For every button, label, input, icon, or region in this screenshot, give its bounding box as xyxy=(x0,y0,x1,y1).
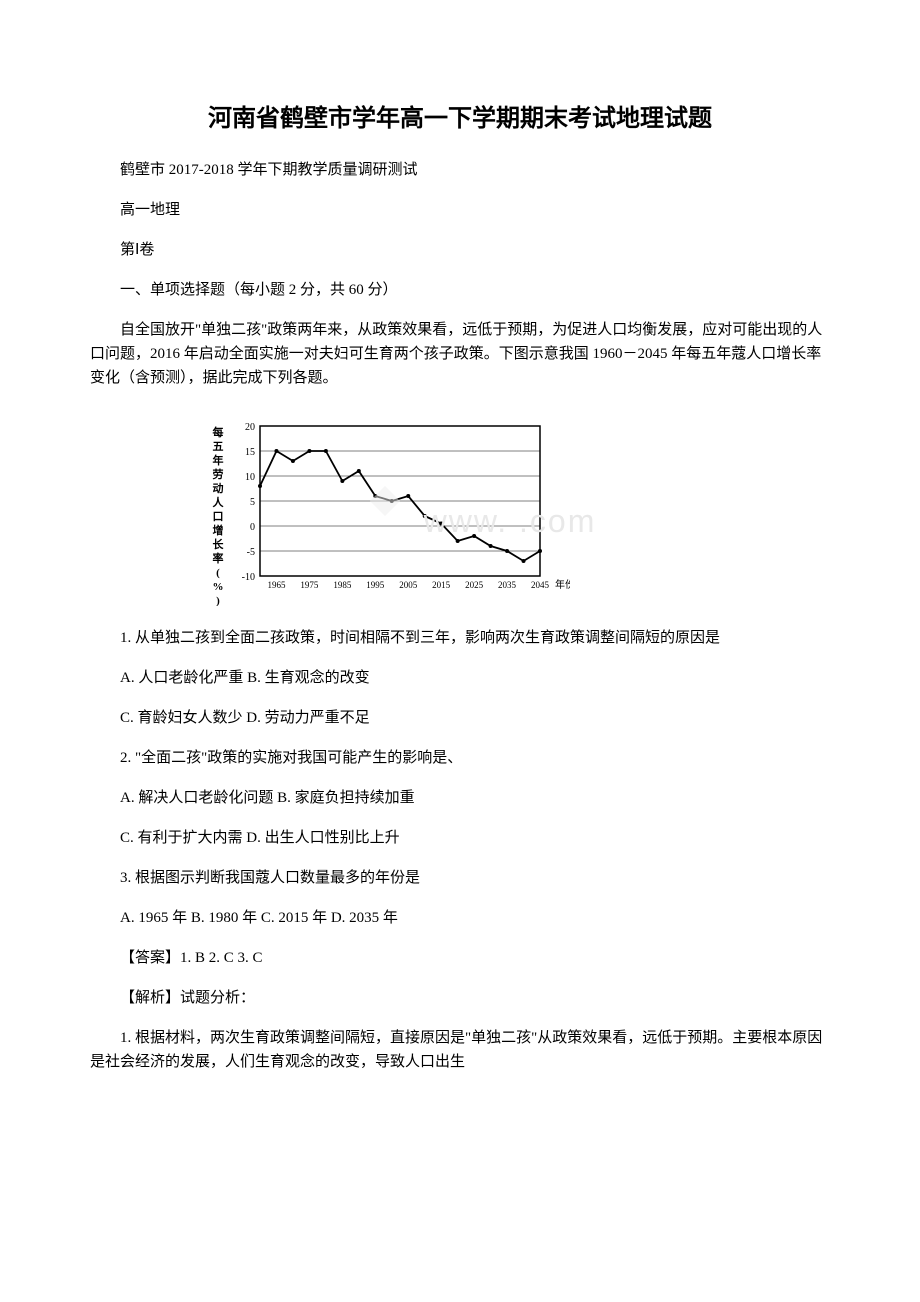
question-2-options-cd: C. 有利于扩大内需 D. 出生人口性别比上升 xyxy=(90,826,830,850)
svg-text:动: 动 xyxy=(213,481,224,495)
analysis-label: 【解析】试题分析： xyxy=(90,986,830,1010)
svg-text:10: 10 xyxy=(245,472,255,483)
question-1-stem: 1. 从单独二孩到全面二孩政策，时间相隔不到三年，影响两次生育政策调整间隔短的原… xyxy=(90,626,830,650)
question-2-options-ab: A. 解决人口老龄化问题 B. 家庭负担持续加重 xyxy=(90,786,830,810)
svg-text:年: 年 xyxy=(213,453,224,467)
line-chart: -10 -5 0 5 10 15 20 1965 1975 1985 1995 2005 2015 202… xyxy=(190,406,570,606)
svg-text:%: % xyxy=(213,581,224,593)
intro-paragraph: 自全国放开"单独二孩"政策两年来，从政策效果看，远低于预期，为促进人口均衡发展，… xyxy=(90,318,830,390)
svg-text:15: 15 xyxy=(245,447,255,458)
svg-text:2045: 2045 xyxy=(531,580,550,590)
question-1-options-cd: C. 育龄妇女人数少 D. 劳动力严重不足 xyxy=(90,706,830,730)
svg-text:口: 口 xyxy=(213,510,224,523)
header-line-1: 鹤壁市 2017-2018 学年下期教学质量调研测试 xyxy=(90,158,830,182)
svg-text:2015: 2015 xyxy=(432,580,451,590)
chart-container: -10 -5 0 5 10 15 20 1965 1975 1985 1995 2005 2015 202… xyxy=(190,406,830,606)
answer-line: 【答案】1. B 2. C 3. C xyxy=(90,946,830,970)
document-title: 河南省鹤壁市学年高一下学期期末考试地理试题 xyxy=(90,100,830,138)
svg-text:-5: -5 xyxy=(247,547,255,558)
svg-text:2005: 2005 xyxy=(399,580,418,590)
header-line-2: 高一地理 xyxy=(90,198,830,222)
svg-text:1995: 1995 xyxy=(366,580,385,590)
svg-text:1975: 1975 xyxy=(300,580,319,590)
svg-text:劳: 劳 xyxy=(213,467,224,481)
svg-text:1965: 1965 xyxy=(267,580,286,590)
svg-text:-10: -10 xyxy=(242,572,255,583)
svg-text:长: 长 xyxy=(213,537,225,551)
svg-text:5: 5 xyxy=(250,497,255,508)
svg-text:人: 人 xyxy=(213,495,225,509)
question-1-options-ab: A. 人口老龄化严重 B. 生育观念的改变 xyxy=(90,666,830,690)
svg-text:(: ( xyxy=(216,567,220,579)
header-line-4: 一、单项选择题（每小题 2 分，共 60 分） xyxy=(90,278,830,302)
svg-text:每: 每 xyxy=(213,425,224,439)
svg-text:2035: 2035 xyxy=(498,580,517,590)
svg-text:20: 20 xyxy=(245,422,255,433)
svg-text:率: 率 xyxy=(213,551,224,565)
question-3-options: A. 1965 年 B. 1980 年 C. 2015 年 D. 2035 年 xyxy=(90,906,830,930)
question-2-stem: 2. "全面二孩"政策的实施对我国可能产生的影响是、 xyxy=(90,746,830,770)
svg-text:增: 增 xyxy=(213,523,224,537)
svg-text:年份: 年份 xyxy=(555,578,570,591)
svg-text:1985: 1985 xyxy=(333,580,352,590)
svg-text:): ) xyxy=(216,595,220,606)
svg-text:2025: 2025 xyxy=(465,580,484,590)
question-3-stem: 3. 根据图示判断我国蔻人口数量最多的年份是 xyxy=(90,866,830,890)
svg-text:0: 0 xyxy=(250,522,255,533)
svg-text:五: 五 xyxy=(213,440,224,453)
header-line-3: 第Ⅰ卷 xyxy=(90,238,830,262)
analysis-1: 1. 根据材料，两次生育政策调整间隔短，直接原因是"单独二孩"从政策效果看，远低… xyxy=(90,1026,830,1074)
